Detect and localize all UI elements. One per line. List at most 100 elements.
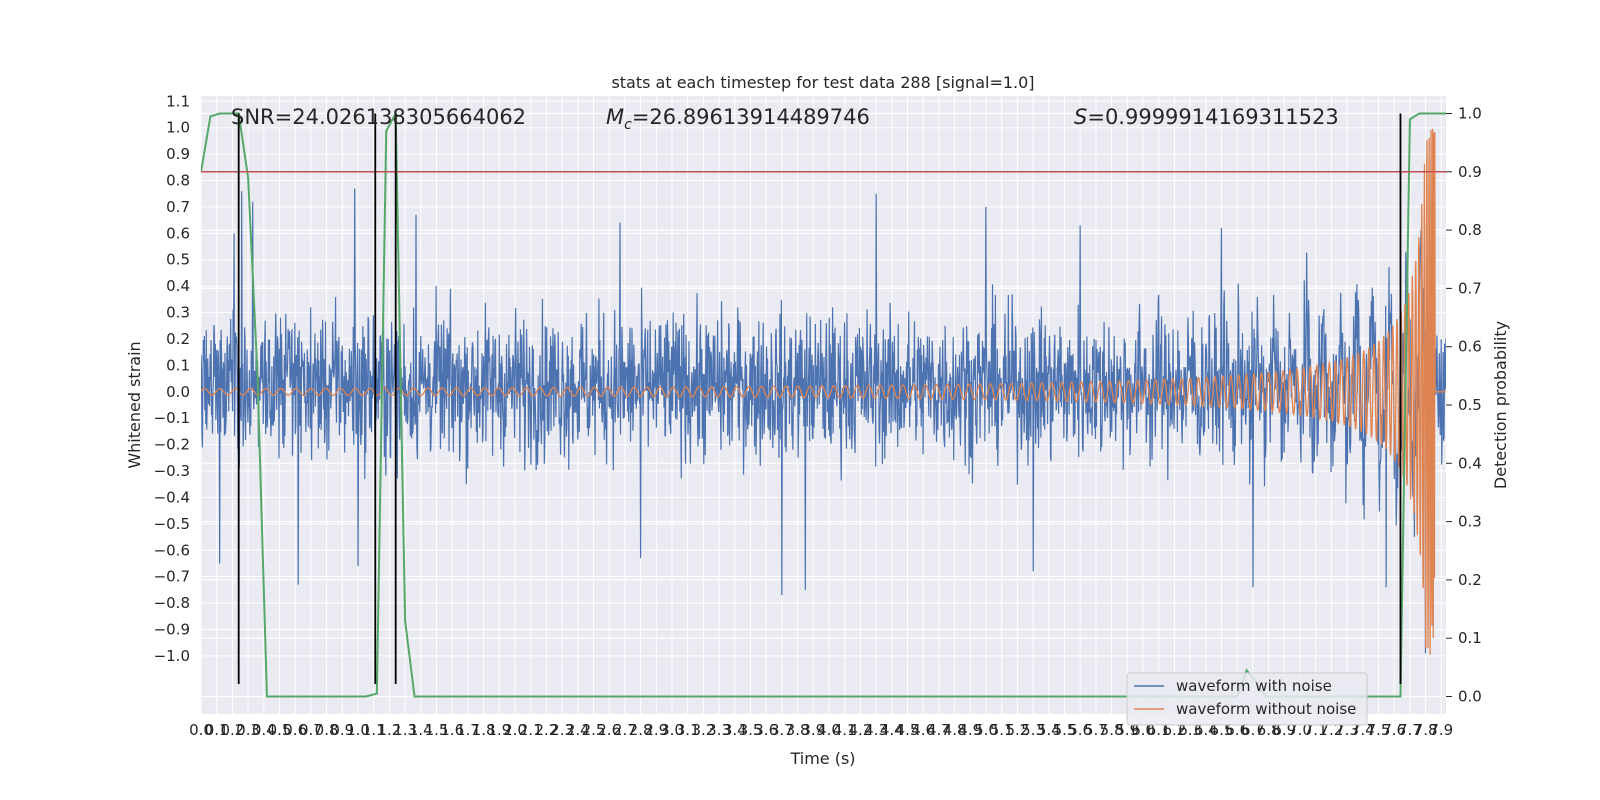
y-tick-label-left: 0.2 [166, 330, 190, 348]
y-axis-label-left: Whitened strain [125, 341, 144, 468]
series-layer [201, 128, 1446, 655]
x-tick-label: 2.0 [503, 721, 527, 739]
y-tick-label-right: 1.0 [1458, 104, 1482, 122]
x-tick-label: 2.2 [534, 721, 558, 739]
chart-title: stats at each timestep for test data 288… [611, 73, 1034, 92]
x-tick-label: 2.3 [550, 721, 574, 739]
x-tick-label: 4.4 [880, 721, 904, 739]
x-tick-label: 5.7 [1084, 721, 1108, 739]
y-tick-label-left: 0.0 [166, 383, 190, 401]
x-tick-label: 4.1 [833, 721, 857, 739]
x-tick-label: 0.2 [220, 721, 244, 739]
x-tick-label: 2.9 [644, 721, 668, 739]
x-tick-label: 4.3 [864, 721, 888, 739]
y-tick-label-left: −0.4 [154, 488, 190, 506]
x-tick-label: 5.2 [1005, 721, 1029, 739]
y-tick-label-left: −0.5 [154, 515, 190, 533]
x-tick-label: 7.5 [1367, 721, 1391, 739]
x-tick-label: 3.0 [660, 721, 684, 739]
x-tick-label: 1.5 [425, 721, 449, 739]
x-tick-label: 3.2 [691, 721, 715, 739]
x-tick-label: 7.6 [1382, 721, 1406, 739]
x-tick-label: 1.7 [456, 721, 480, 739]
series-waveform-with-noise [201, 148, 1446, 654]
chirp-mass-annotation: Mc=26.89613914489746 [606, 105, 870, 133]
y-tick-label-left: −0.2 [154, 436, 190, 454]
y-tick-label-left: −0.9 [154, 620, 190, 638]
y-tick-label-right: 0.2 [1458, 571, 1482, 589]
x-tick-label: 0.0 [189, 721, 213, 739]
x-tick-label: 3.3 [707, 721, 731, 739]
x-tick-label: 2.6 [597, 721, 621, 739]
x-tick-label: 7.8 [1414, 721, 1438, 739]
x-tick-label: 1.0 [346, 721, 370, 739]
x-tick-label: 0.7 [299, 721, 323, 739]
x-tick-label: 4.2 [848, 721, 872, 739]
x-tick-label: 3.1 [676, 721, 700, 739]
x-tick-label: 5.6 [1068, 721, 1092, 739]
chirp-mass-value: =26.89613914489746 [632, 105, 870, 129]
x-tick-label: 4.5 [896, 721, 920, 739]
series-waveform-without-noise [201, 128, 1446, 655]
y-tick-label-left: −0.6 [154, 541, 190, 559]
x-tick-label: 4.9 [958, 721, 982, 739]
chirp-mass-symbol: M [606, 105, 624, 129]
legend: waveform with noise waveform without noi… [1126, 672, 1368, 726]
y-tick-label-right: 0.6 [1458, 338, 1482, 356]
y-tick-label-right: 0.3 [1458, 513, 1482, 531]
x-tick-label: 1.2 [377, 721, 401, 739]
y-axis-label-right: Detection probability [1491, 321, 1510, 489]
y-tick-label-left: 1.0 [166, 119, 190, 137]
y-tick-label-right: 0.0 [1458, 688, 1482, 706]
y-tick-label-left: 0.5 [166, 251, 190, 269]
x-tick-label: 3.8 [786, 721, 810, 739]
y-tick-label-left: −0.1 [154, 409, 190, 427]
x-tick-label: 5.5 [1053, 721, 1077, 739]
y-tick-label-left: 0.6 [166, 224, 190, 242]
x-tick-label: 1.8 [472, 721, 496, 739]
x-tick-label: 5.3 [1021, 721, 1045, 739]
x-tick-label: 7.7 [1398, 721, 1422, 739]
chirp-mass-subscript: c [624, 117, 632, 133]
y-ticks-right: 0.0 0.1 0.2 0.3 0.4 0.5 0.6 0.7 0.8 0.9 1.0 [1446, 104, 1482, 706]
x-tick-label: 0.6 [283, 721, 307, 739]
score-annotation: S=0.9999914169311523 [1074, 105, 1339, 129]
y-tick-label-right: 0.9 [1458, 163, 1482, 181]
x-tick-label: 1.6 [440, 721, 464, 739]
legend-label-clean: waveform without noise [1176, 700, 1356, 718]
y-tick-label-right: 0.8 [1458, 221, 1482, 239]
x-tick-label: 5.1 [990, 721, 1014, 739]
x-tick-label: 0.5 [268, 721, 292, 739]
y-tick-label-left: 1.1 [166, 92, 190, 110]
y-tick-label-left: −0.8 [154, 594, 190, 612]
x-tick-label: 3.9 [801, 721, 825, 739]
x-tick-label: 1.3 [393, 721, 417, 739]
x-tick-label: 7.9 [1429, 721, 1453, 739]
x-tick-label: 1.4 [409, 721, 433, 739]
legend-box [1126, 672, 1368, 726]
y-tick-label-right: 0.4 [1458, 454, 1482, 472]
x-tick-label: 5.0 [974, 721, 998, 739]
x-axis-label: Time (s) [789, 749, 855, 768]
y-tick-label-left: 0.1 [166, 356, 190, 374]
y-tick-label-left: −0.3 [154, 462, 190, 480]
snr-annotation: SNR=24.026138305664062 [231, 105, 526, 129]
x-tick-label: 4.0 [817, 721, 841, 739]
y-ticks-left: −1.0 −0.9 −0.8 −0.7 −0.6 −0.5 −0.4 −0.3 −0.2 −0.1… [154, 92, 190, 665]
x-tick-label: 0.8 [315, 721, 339, 739]
y-tick-label-left: 0.4 [166, 277, 190, 295]
x-tick-label: 2.5 [582, 721, 606, 739]
x-tick-label: 2.7 [613, 721, 637, 739]
x-tick-label: 4.7 [927, 721, 951, 739]
y-tick-label-left: 0.3 [166, 304, 190, 322]
score-symbol: S [1074, 105, 1087, 129]
y-tick-label-left: −0.7 [154, 568, 190, 586]
x-tick-label: 1.1 [362, 721, 386, 739]
x-tick-label: 2.1 [519, 721, 543, 739]
x-tick-label: 0.1 [205, 721, 229, 739]
y-tick-label-right: 0.7 [1458, 279, 1482, 297]
x-tick-label: 0.3 [236, 721, 260, 739]
y-tick-label-left: −1.0 [154, 647, 190, 665]
x-tick-label: 3.5 [739, 721, 763, 739]
